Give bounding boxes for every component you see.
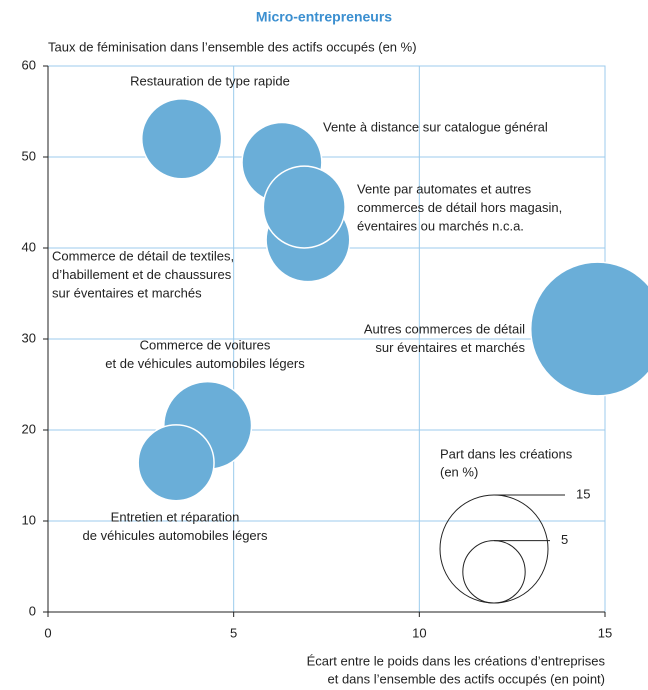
x-axis-label: et dans l’ensemble des actifs occupés (e… [328,671,606,686]
bubble-label: Commerce de détail de textiles, [52,248,234,263]
x-tick-label: 0 [44,625,51,640]
x-tick-label: 10 [412,625,426,640]
bubble-label: Entretien et réparation [111,509,240,524]
bubble-label: Restauration de type rapide [130,73,290,88]
bubble [141,98,223,180]
y-tick-label: 30 [22,330,36,345]
y-tick-label: 0 [29,603,36,618]
y-tick-label: 50 [22,148,36,163]
y-tick-label: 60 [22,57,36,72]
bubble-label: et de véhicules automobiles légers [105,356,305,371]
legend-circle [462,540,526,604]
bubble-label: Autres commerces de détail [364,321,525,336]
y-axis-label: Taux de féminisation dans l’ensemble des… [48,39,417,54]
bubble-label: Vente par automates et autres [357,181,532,196]
bubble-label: de véhicules automobiles légers [83,528,268,543]
bubble [529,261,648,397]
bubble [262,165,346,249]
y-tick-label: 40 [22,239,36,254]
bubble-label: Commerce de voitures [140,337,271,352]
x-axis-label: Écart entre le poids dans les créations … [307,653,606,668]
bubble-label: commerces de détail hors magasin, [357,200,562,215]
chart-title: Micro-entrepreneurs [256,9,392,25]
x-tick-label: 5 [230,625,237,640]
legend-label: 5 [561,532,568,547]
legend-label: 15 [576,486,590,501]
bubble-label: sur éventaires et marchés [52,285,202,300]
legend-title: Part dans les créations [440,446,573,461]
bubble-label: Vente à distance sur catalogue général [323,119,548,134]
bubble-label: éventaires ou marchés n.c.a. [357,218,524,233]
bubble [137,424,215,502]
y-tick-label: 20 [22,421,36,436]
legend-circle [439,494,549,604]
y-tick-label: 10 [22,512,36,527]
bubble-label: d’habillement et de chaussures [52,267,232,282]
x-tick-label: 15 [598,625,612,640]
bubble-label: sur éventaires et marchés [375,340,525,355]
legend-title: (en %) [440,464,478,479]
